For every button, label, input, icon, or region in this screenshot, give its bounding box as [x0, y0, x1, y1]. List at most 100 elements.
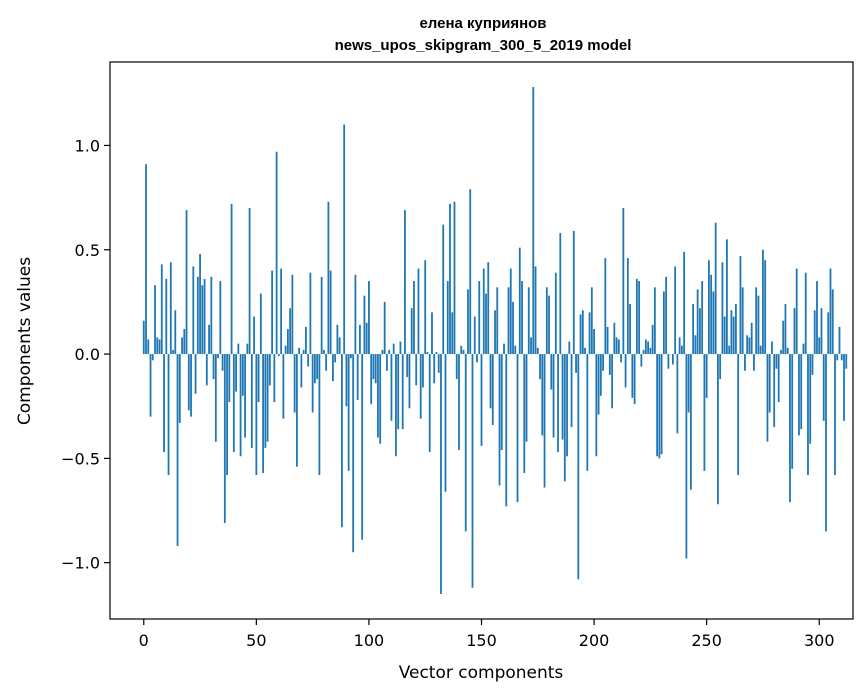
bar-214 [624, 354, 627, 388]
bar-273 [757, 295, 760, 355]
bar-265 [739, 256, 742, 355]
bar-240 [683, 251, 686, 355]
bar-300 [818, 337, 821, 355]
bar-57 [271, 270, 274, 355]
bar-179 [545, 287, 548, 355]
bar-310 [840, 354, 843, 361]
y-tick-label: −0.5 [61, 449, 100, 468]
bar-106 [381, 349, 384, 355]
bar-161 [505, 354, 508, 507]
bar-172 [530, 337, 532, 355]
bar-32 [214, 354, 217, 442]
bar-128 [431, 312, 433, 355]
plot-frame [109, 61, 854, 620]
bar-37 [226, 354, 228, 476]
bar-193 [577, 354, 580, 580]
bar-186 [561, 354, 564, 440]
bar-167 [518, 247, 521, 355]
bar-230 [660, 354, 663, 455]
bar-295 [807, 354, 809, 476]
bar-192 [575, 354, 577, 373]
y-tick-label: 0.0 [75, 345, 100, 364]
bar-173 [532, 87, 535, 355]
bar-255 [717, 354, 719, 505]
bar-138 [453, 201, 456, 355]
bar-150 [480, 354, 483, 446]
bar-71 [302, 349, 305, 355]
bar-201 [595, 354, 598, 457]
bar-27 [203, 278, 206, 355]
bar-10 [165, 278, 168, 355]
bar-33 [217, 354, 219, 359]
bar-50 [255, 354, 258, 476]
bar-122 [417, 268, 420, 355]
bar-121 [415, 354, 418, 386]
bar-189 [568, 341, 571, 355]
y-tick-label: 0.5 [75, 241, 100, 260]
bar-95 [356, 354, 359, 400]
bar-160 [503, 343, 505, 355]
bar-134 [444, 354, 447, 492]
bar-237 [676, 354, 679, 434]
bar-39 [230, 203, 233, 355]
bar-96 [359, 324, 361, 355]
bar-109 [388, 349, 391, 355]
bar-291 [798, 354, 800, 436]
bar-137 [451, 312, 454, 355]
bar-244 [692, 303, 695, 355]
bar-47 [248, 208, 251, 355]
bar-297 [811, 354, 814, 375]
bar-30 [210, 276, 213, 355]
bar-302 [822, 354, 825, 421]
bar-301 [820, 308, 823, 355]
bar-226 [651, 324, 654, 355]
bar-212 [620, 354, 622, 363]
bar-113 [397, 354, 400, 430]
bar-213 [622, 208, 625, 355]
bar-218 [633, 354, 636, 405]
bar-180 [548, 295, 550, 355]
y-tick-label: 1.0 [75, 136, 100, 155]
bar-185 [559, 233, 562, 355]
bar-6 [156, 337, 159, 355]
chart-subtitle: news_upos_skipgram_300_5_2019 model [335, 37, 632, 54]
bar-36 [223, 354, 226, 524]
bar-74 [309, 272, 312, 355]
bar-98 [363, 295, 366, 355]
bar-46 [246, 343, 249, 355]
bar-62 [282, 354, 285, 419]
bar-271 [753, 354, 755, 371]
bar-2 [147, 339, 150, 355]
bar-101 [370, 354, 373, 405]
bar-225 [649, 347, 652, 355]
bar-222 [642, 349, 645, 355]
bar-250 [705, 354, 708, 398]
bar-7 [158, 339, 161, 355]
bar-207 [608, 354, 611, 375]
bar-229 [658, 354, 661, 459]
bar-114 [399, 341, 402, 355]
bar-196 [584, 347, 586, 355]
bar-77 [316, 354, 319, 380]
bar-34 [219, 281, 222, 355]
bar-252 [710, 274, 713, 355]
bar-126 [426, 351, 429, 355]
bar-239 [680, 345, 683, 355]
bar-45 [244, 354, 246, 438]
bar-152 [485, 293, 487, 355]
bar-3 [149, 354, 152, 417]
x-tick-label: 300 [804, 631, 835, 650]
bar-203 [599, 354, 602, 396]
bar-38 [228, 354, 231, 403]
bar-228 [656, 354, 659, 457]
bar-290 [795, 268, 798, 355]
bar-125 [424, 260, 427, 355]
bar-51 [257, 354, 260, 403]
bar-26 [201, 285, 204, 355]
bar-280 [773, 354, 776, 428]
x-tick-label: 250 [691, 631, 722, 650]
bar-289 [793, 308, 796, 355]
bar-25 [199, 253, 201, 355]
bar-272 [755, 287, 758, 355]
bar-177 [541, 354, 544, 436]
